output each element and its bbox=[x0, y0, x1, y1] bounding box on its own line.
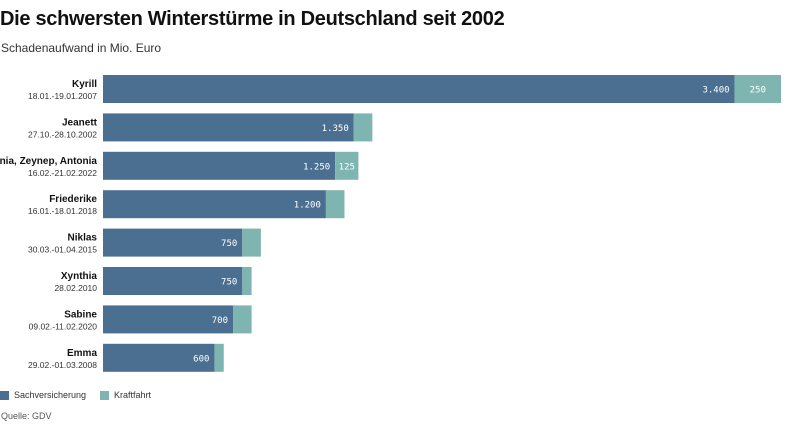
category-date: 09.02.-11.02.2020 bbox=[29, 321, 98, 331]
bar-kraftfahrt bbox=[353, 113, 373, 142]
category-name: Xynthia bbox=[61, 271, 98, 282]
value-label-sachversicherung: 3.400 bbox=[702, 86, 729, 96]
bar-sachversicherung bbox=[103, 75, 735, 103]
value-label-sachversicherung: 750 bbox=[221, 278, 237, 288]
bar-kraftfahrt bbox=[734, 75, 781, 103]
category-date: 18.01.-19.01.2007 bbox=[28, 91, 97, 101]
category-name: Ylenia, Zeynep, Antonia bbox=[0, 156, 97, 167]
legend-label-sachversicherung: Sachversicherung bbox=[14, 390, 87, 400]
category-date: 29.02.-01.03.2008 bbox=[28, 360, 97, 370]
category-name: Niklas bbox=[68, 233, 98, 244]
legend-swatch-sachversicherung bbox=[0, 390, 9, 400]
category-date: 30.03.-01.04.2015 bbox=[28, 245, 97, 255]
category-name: Emma bbox=[67, 348, 97, 359]
bar-sachversicherung bbox=[103, 228, 243, 257]
category-name: Sabine bbox=[64, 309, 97, 320]
category-date: 27.10.-28.10.2002 bbox=[28, 129, 97, 139]
bar-kraftfahrt bbox=[233, 305, 252, 334]
bar-kraftfahrt bbox=[242, 228, 261, 257]
bar-sachversicherung bbox=[103, 190, 326, 219]
category-name: Kyrill bbox=[72, 79, 97, 90]
chart-subtitle: Schadenaufwand in Mio. Euro bbox=[1, 41, 162, 55]
bar-kraftfahrt bbox=[335, 151, 359, 180]
legend-item-sachversicherung: Sachversicherung bbox=[0, 390, 86, 400]
bar-sachversicherung bbox=[103, 305, 234, 334]
value-label-kraftfahrt: 125 bbox=[339, 162, 355, 172]
value-label-sachversicherung: 700 bbox=[212, 316, 228, 326]
legend-item-kraftfahrt: Kraftfahrt bbox=[100, 390, 151, 400]
bar-kraftfahrt bbox=[242, 267, 252, 295]
value-label-sachversicherung: 1.250 bbox=[303, 162, 330, 172]
category-date: 28.02.2010 bbox=[54, 283, 97, 293]
bar-sachversicherung bbox=[103, 267, 243, 295]
value-label-sachversicherung: 750 bbox=[221, 239, 237, 249]
category-date: 16.01.-18.01.2018 bbox=[28, 206, 97, 216]
bar-sachversicherung bbox=[103, 151, 336, 180]
value-label-sachversicherung: 1.200 bbox=[294, 201, 321, 211]
chart-title: Die schwersten Winterstürme in Deutschla… bbox=[0, 8, 505, 30]
category-name: Jeanett bbox=[62, 117, 98, 128]
value-label-sachversicherung: 1.350 bbox=[322, 124, 349, 134]
bar-sachversicherung bbox=[103, 343, 215, 372]
bar-kraftfahrt bbox=[325, 190, 345, 219]
legend: Sachversicherung Kraftfahrt bbox=[0, 390, 165, 400]
category-date: 16.02.-21.02.2022 bbox=[28, 168, 97, 178]
value-label-kraftfahrt: 250 bbox=[750, 86, 766, 96]
category-name: Friederike bbox=[49, 194, 97, 205]
legend-label-kraftfahrt: Kraftfahrt bbox=[114, 390, 152, 400]
bar-sachversicherung bbox=[103, 113, 354, 142]
value-label-sachversicherung: 600 bbox=[193, 354, 209, 364]
source-note: Quelle: GDV bbox=[1, 411, 52, 421]
bar-kraftfahrt bbox=[214, 343, 224, 372]
legend-swatch-kraftfahrt bbox=[100, 390, 110, 400]
